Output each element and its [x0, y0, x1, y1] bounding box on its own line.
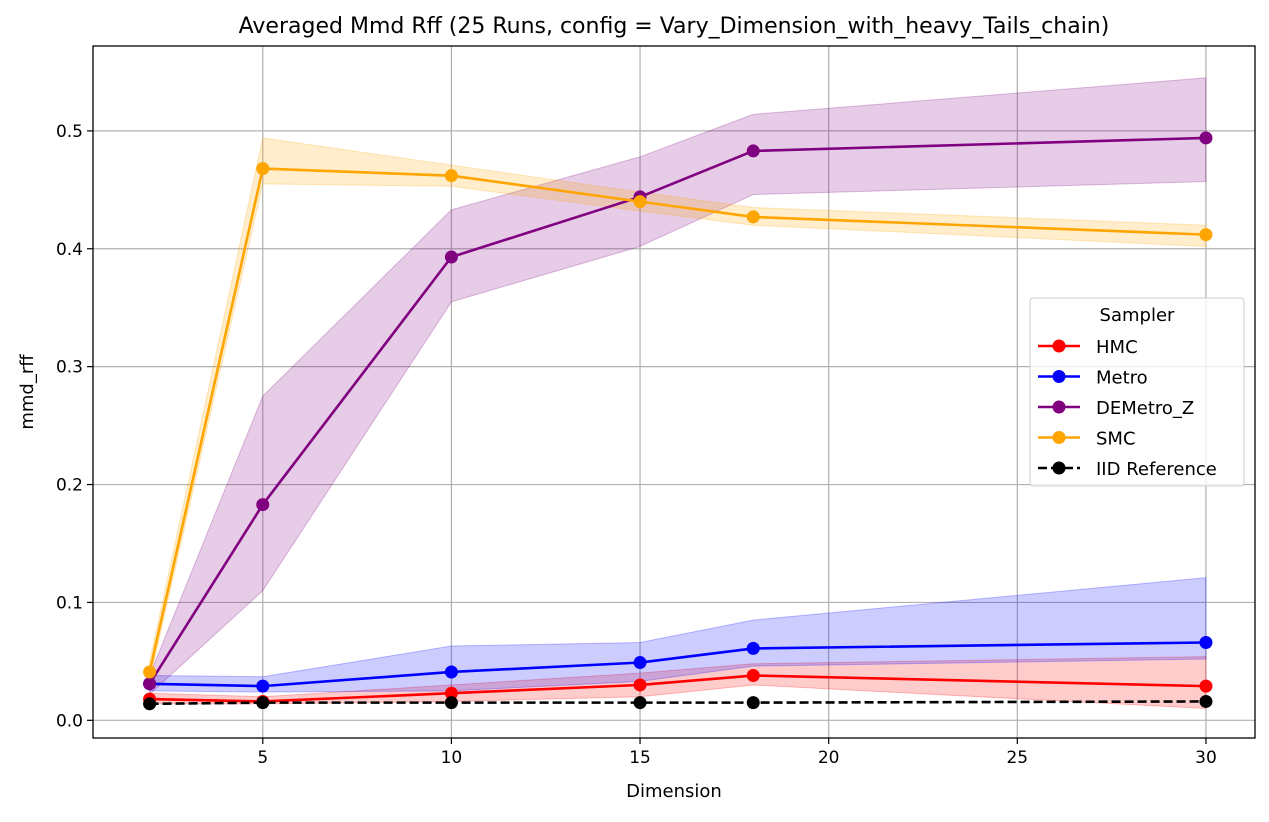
legend-item-metro: Metro	[1038, 368, 1148, 389]
smc-point	[633, 195, 647, 209]
iid-reference-point	[746, 696, 760, 710]
iid-reference-point	[444, 696, 458, 710]
hmc-point	[633, 678, 647, 692]
series-lines	[148, 136, 1207, 706]
demetro-z-line	[148, 136, 1206, 685]
y-tick-label: 0.1	[56, 593, 83, 613]
legend-item-hmc: HMC	[1038, 337, 1138, 358]
iid-reference-point	[143, 697, 157, 711]
demetro-z-point	[444, 250, 458, 264]
smc-point	[444, 169, 458, 183]
y-tick-label: 0.3	[56, 358, 83, 378]
x-tick-label: 5	[257, 748, 268, 768]
metro-point	[746, 641, 760, 655]
legend-item-demetro-z: DEMetro_Z	[1038, 398, 1194, 419]
x-tick-label: 15	[629, 748, 651, 768]
iid-reference-point	[256, 696, 270, 710]
y-tick-label: 0.0	[56, 711, 83, 731]
legend-label: DEMetro_Z	[1096, 398, 1194, 419]
y-tick-label: 0.5	[56, 122, 83, 142]
smc-point	[746, 210, 760, 224]
smc-legend-marker	[1052, 431, 1066, 444]
demetro-z-point	[1199, 131, 1213, 145]
smc-point	[256, 162, 270, 176]
iid-reference-point	[633, 696, 647, 710]
metro-line	[149, 641, 1206, 688]
x-tick-label: 10	[441, 748, 463, 768]
demetro-z-legend-marker	[1052, 400, 1066, 414]
iid-reference-point	[1199, 694, 1213, 708]
smc-line	[148, 167, 1207, 673]
x-tick-label: 25	[1006, 748, 1028, 768]
legend-label: HMC	[1096, 337, 1138, 358]
legend-item-smc: SMC	[1038, 429, 1136, 450]
x-tick-label: 30	[1195, 748, 1217, 768]
chart-title: Averaged Mmd Rff (25 Runs, config = Vary…	[239, 14, 1110, 39]
hmc-point	[746, 669, 760, 683]
hmc-point	[444, 686, 458, 700]
y-tick-label: 0.2	[56, 476, 83, 496]
demetro-z-band	[149, 77, 1207, 696]
x-axis-label: Dimension	[626, 781, 722, 802]
hmc-legend-marker	[1052, 339, 1066, 353]
metro-point	[444, 665, 458, 679]
smc-band	[149, 137, 1207, 682]
legend-title: Sampler	[1100, 305, 1175, 326]
metro-point	[633, 656, 647, 670]
legend-label: Metro	[1096, 368, 1148, 389]
series-markers	[143, 131, 1213, 711]
demetro-z-point	[746, 144, 760, 158]
y-axis-label: mmd_rff	[17, 354, 38, 430]
legend-box	[1029, 297, 1245, 487]
y-tick-label: 0.4	[56, 240, 83, 260]
metro-point	[1199, 636, 1213, 650]
legend-items: HMC Metro DEMetro_Z SMC IID Reference	[1038, 337, 1217, 480]
iid-reference-legend-marker	[1052, 461, 1066, 475]
smc-point	[1199, 228, 1213, 242]
metro-point	[256, 679, 270, 693]
legend-label: IID Reference	[1096, 459, 1217, 480]
demetro-z-point	[143, 677, 157, 691]
hmc-point	[1199, 679, 1213, 693]
hmc-line	[149, 674, 1206, 703]
legend-item-iid-reference: IID Reference	[1038, 459, 1217, 480]
plot-frame	[92, 45, 1256, 739]
smc-point	[143, 665, 157, 679]
legend-label: SMC	[1096, 429, 1136, 450]
x-tick-label: 20	[818, 748, 840, 768]
axis-ticks: 5 10 15 20 25 30 0.0 0.1 0.2 0.3 0.4 0.5	[56, 122, 1217, 768]
demetro-z-point	[256, 498, 270, 512]
legend: Sampler HMC Metro DEMetro_Z SMC IID Referenc…	[1029, 297, 1245, 487]
metro-legend-marker	[1052, 370, 1066, 383]
iid-reference-line	[149, 700, 1206, 706]
